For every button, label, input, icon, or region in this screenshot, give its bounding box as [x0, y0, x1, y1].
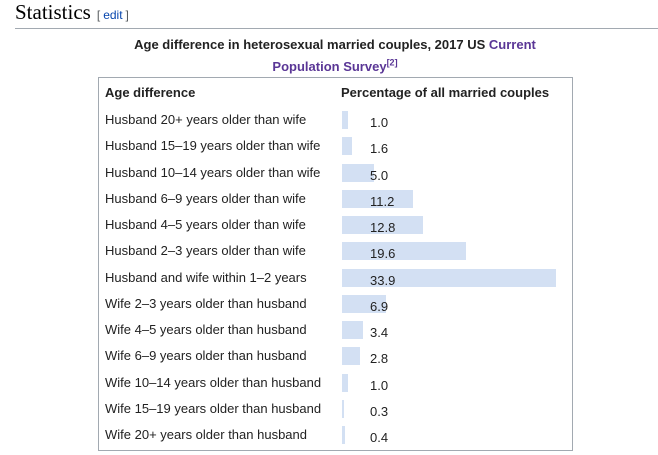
percentage-bar	[342, 399, 344, 418]
percentage-value: 12.8	[370, 220, 396, 235]
row-label: Wife 20+ years older than husband	[105, 427, 307, 442]
percentage-bar	[342, 242, 466, 261]
row-label: Husband 15–19 years older than wife	[105, 138, 321, 154]
percentage-bar	[342, 294, 386, 313]
percentage-value: 0.4	[370, 430, 389, 445]
edit-bracket: [	[96, 8, 101, 22]
reference[interactable]: [2]	[386, 57, 398, 68]
caption-text: Age difference in heterosexual married c…	[134, 37, 489, 52]
percentage-value: 5.0	[370, 167, 389, 183]
column-header: Age difference	[105, 85, 196, 100]
percentage-bar	[342, 347, 360, 366]
percentage-value: 2.8	[370, 351, 389, 367]
percentage-bar	[342, 373, 349, 392]
row-label: Wife 6–9 years older than husband	[105, 348, 307, 364]
row-label: Husband 2–3 years older than wife	[105, 243, 306, 259]
percentage-value: 19.6	[370, 246, 396, 262]
row-label: Husband 20+ years older than wife	[105, 112, 307, 127]
edit-section: [edit]	[97, 8, 129, 22]
heading-title: Statistics	[15, 0, 91, 24]
percentage-value: 1.0	[370, 115, 389, 130]
row-label: Husband 10–14 years older than wife	[105, 164, 321, 180]
caption-link[interactable]: Current Population Survey	[272, 37, 536, 74]
percentage-bar	[342, 189, 413, 208]
row-label: Wife 10–14 years older than husband	[105, 374, 322, 390]
percentage-bar	[342, 268, 556, 287]
row-label: Husband 4–5 years older than wife	[105, 217, 306, 232]
percentage-value: 6.9	[370, 298, 389, 314]
edit-link[interactable]: edit	[103, 8, 123, 22]
percentage-bar	[342, 111, 349, 129]
row-label: Husband and wife within 1–2 years	[105, 269, 307, 285]
percentage-value: 1.6	[370, 141, 389, 157]
column-header: Percentage of all married couples	[341, 85, 550, 100]
data-table: Age difference Percentage of all married …	[98, 77, 573, 451]
percentage-value: 33.9	[370, 272, 396, 288]
percentage-value: 1.0	[370, 377, 389, 393]
edit-bracket: ]	[125, 8, 129, 22]
row-label: Wife 4–5 years older than husband	[105, 322, 307, 337]
row-label: Husband 6–9 years older than wife	[105, 190, 306, 206]
percentage-bar	[342, 163, 374, 182]
heading-rule	[15, 28, 658, 29]
percentage-value: 3.4	[370, 325, 389, 340]
percentage-bar	[342, 426, 345, 444]
row-label: Wife 2–3 years older than husband	[105, 295, 307, 311]
percentage-value: 0.3	[370, 403, 389, 419]
percentage-value: 11.2	[370, 193, 395, 209]
row-label: Wife 15–19 years older than husband	[105, 400, 322, 416]
section-heading: Statistics [edit]	[15, 0, 129, 25]
table-caption: Age difference in heterosexual married c…	[100, 34, 570, 78]
percentage-bar	[342, 137, 353, 156]
percentage-bar	[342, 321, 364, 339]
percentage-bar	[342, 216, 423, 234]
